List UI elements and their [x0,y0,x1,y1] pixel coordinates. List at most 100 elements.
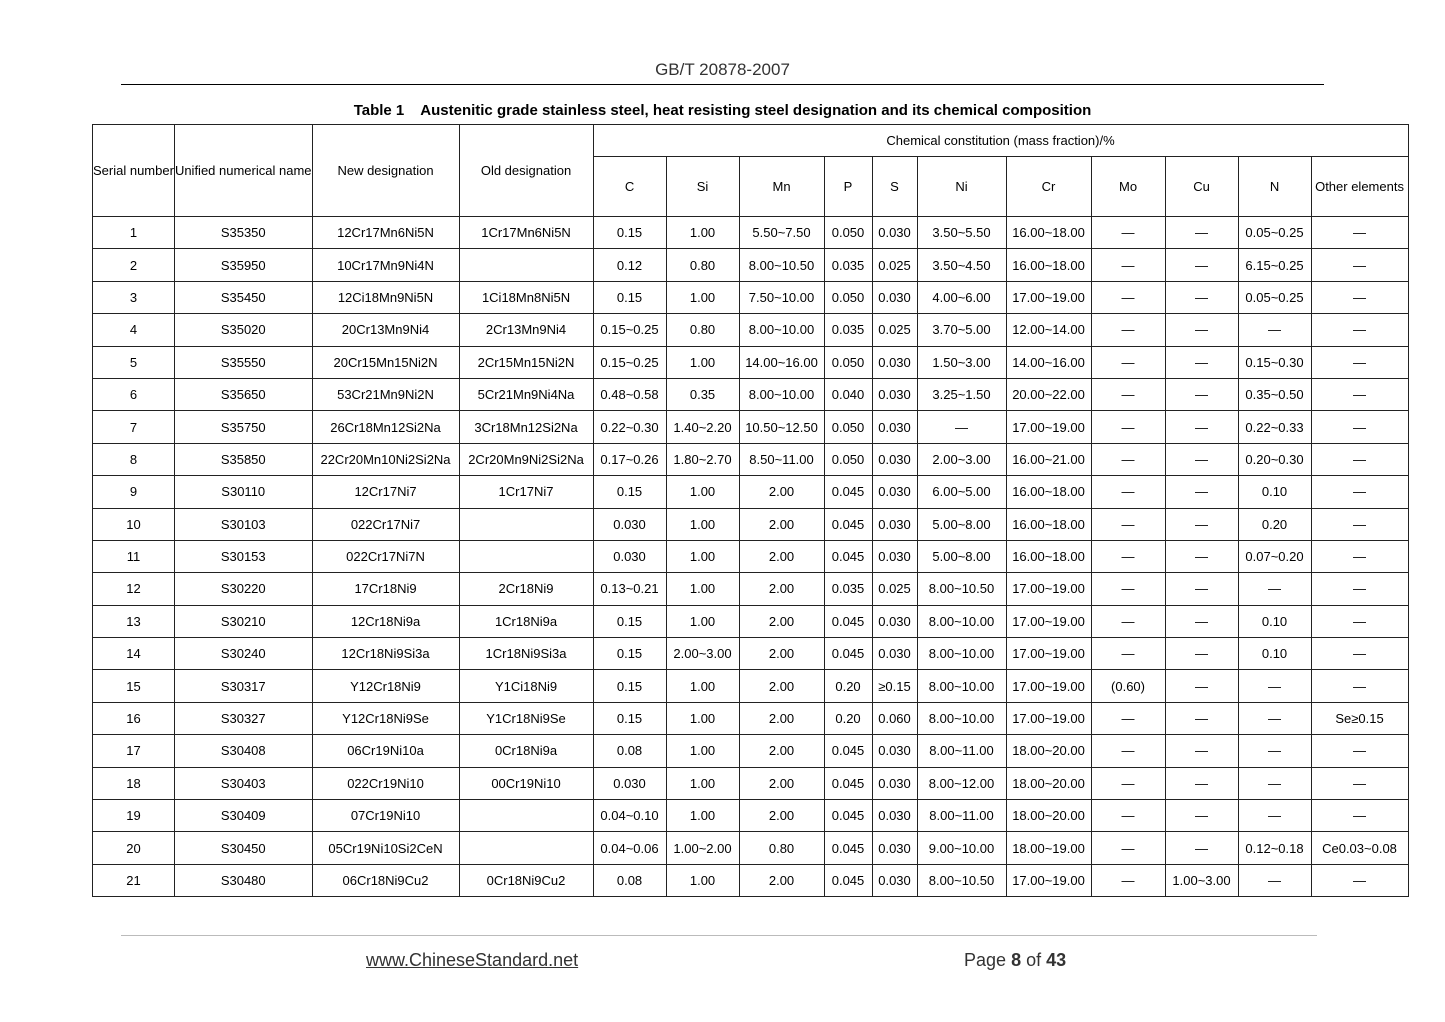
table-cell: 9.00~10.00 [916,831,1007,865]
table-row: 15 S30317 Y12Cr18Ni9 Y1Ci18Ni9 0.15 1.00 2.00 0… [92,669,1409,703]
table-cell: — [1164,766,1239,801]
table-cell: — [1090,572,1166,606]
table-cell: S30409 [173,799,313,833]
table-cell: 0.045 [823,475,873,509]
table-cell: 1.50~3.00 [916,345,1007,379]
table-cell: 0.030 [871,410,918,444]
table-cell: 0.030 [871,604,918,639]
table-cell: S30210 [173,604,313,639]
table-cell: 4 [92,313,175,347]
table-cell: 2.00 [738,572,825,606]
table-cell: 1Ci18Mn8Ni5N [458,280,594,315]
table-cell: 0.22~0.30 [592,410,667,444]
table-cell: — [1310,475,1409,509]
table-cell: 2Cr13Mn9Ni4 [458,313,594,347]
header-new-designation: New designation [311,124,460,217]
table-cell: 1.00 [665,701,740,736]
table-cell: 07Cr19Ni10 [311,799,460,833]
table-cell: 17.00~19.00 [1005,280,1092,315]
table-cell: S35350 [173,215,313,250]
table-cell: 0.030 [592,507,667,541]
table-cell: — [1237,863,1312,898]
table-cell [458,539,594,574]
table-cell: 1.40~2.20 [665,410,740,444]
header-element: Mn [738,156,825,217]
table-cell: — [1164,345,1239,379]
table-cell: 0.045 [823,766,873,801]
table-cell: 1 [92,215,175,250]
table-cell: 16.00~18.00 [1005,475,1092,509]
table-cell: S30103 [173,507,313,541]
table-cell: 3.50~5.50 [916,215,1007,250]
table-cell: 1Cr18Ni9Si3a [458,637,594,671]
table-row: 12 S30220 17Cr18Ni9 2Cr18Ni9 0.13~0.21 1.00 2.… [92,572,1409,606]
table-cell: — [1164,507,1239,541]
table-cell: S35020 [173,313,313,347]
table-cell: 0.20 [823,669,873,703]
table-cell: 0.035 [823,248,873,282]
table-cell: 11 [92,539,175,574]
table-cell: 0.045 [823,734,873,768]
table-cell: 1Cr18Ni9a [458,604,594,639]
table-cell: 0.030 [871,799,918,833]
table-cell: 0.17~0.26 [592,442,667,477]
table-cell: 0.15 [592,280,667,315]
table-cell: Y1Cr18Ni9Se [458,701,594,736]
table-cell: 0.20 [1237,507,1312,541]
table-cell: 5.50~7.50 [738,215,825,250]
table-cell: — [1090,863,1166,898]
table-cell: 0.030 [871,280,918,315]
table-cell: 16.00~18.00 [1005,215,1092,250]
table-cell: — [1090,734,1166,768]
table-cell: 0.030 [871,831,918,865]
table-cell: 0.030 [592,539,667,574]
header-element: Other elements [1310,156,1409,217]
table-cell: (0.60) [1090,669,1166,703]
table-cell: 18.00~20.00 [1005,799,1092,833]
table-cell: — [1090,637,1166,671]
table-cell: Se≥0.15 [1310,701,1409,736]
table-cell: 7 [92,410,175,444]
table-cell: 0.050 [823,280,873,315]
table-cell [458,799,594,833]
header-element: Si [665,156,740,217]
table-row: 1 S35350 12Cr17Mn6Ni5N 1Cr17Mn6Ni5N 0.15 1.00… [92,215,1409,250]
table-cell: 12Cr18Ni9a [311,604,460,639]
table-cell: S35450 [173,280,313,315]
header-element: P [823,156,873,217]
table-cell: 10 [92,507,175,541]
table-cell: S35650 [173,377,313,412]
table-cell: 00Cr19Ni10 [458,766,594,801]
table-cell: 16.00~18.00 [1005,248,1092,282]
table-cell: 1Cr17Ni7 [458,475,594,509]
table-cell: — [1090,604,1166,639]
table-row: 7 S35750 26Cr18Mn12Si2Na 3Cr18Mn12Si2Na 0.22… [92,410,1409,444]
table-row: 8 S35850 22Cr20Mn10Ni2Si2Na 2Cr20Mn9Ni2Si2N… [92,442,1409,477]
table-cell: S30327 [173,701,313,736]
table-cell: Ce0.03~0.08 [1310,831,1409,865]
header-element: S [871,156,918,217]
table-cell: 1.00 [665,539,740,574]
table-cell: — [1164,831,1239,865]
table-cell: — [1237,799,1312,833]
table-cell: 14 [92,637,175,671]
table-cell: — [1310,637,1409,671]
table-cell: 0.15~0.30 [1237,345,1312,379]
table-cell: 2.00 [738,475,825,509]
table-cell: 0.04~0.06 [592,831,667,865]
table-cell: 20Cr13Mn9Ni4 [311,313,460,347]
table-cell: 17.00~19.00 [1005,637,1092,671]
table-cell: — [1090,377,1166,412]
table-cell: S30110 [173,475,313,509]
table-cell: 2Cr15Mn15Ni2N [458,345,594,379]
table-cell: 0.030 [871,215,918,250]
table-cell: 17.00~19.00 [1005,572,1092,606]
table-cell: 1Cr17Mn6Ni5N [458,215,594,250]
table-cell: 18.00~19.00 [1005,831,1092,865]
table-cell: 1.00 [665,345,740,379]
website-link[interactable]: www.ChineseStandard.net [366,950,579,970]
page-current: 8 [1011,950,1022,970]
table-cell: — [1090,539,1166,574]
table-cell [458,507,594,541]
table-cell: — [1237,669,1312,703]
